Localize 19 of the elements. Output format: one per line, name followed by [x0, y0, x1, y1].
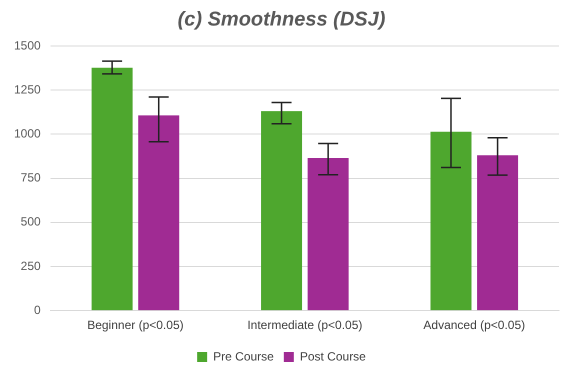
y-tick-label: 500 — [20, 214, 42, 229]
x-tick-label: Advanced (p<0.05) — [423, 318, 526, 332]
bar — [308, 158, 349, 310]
bar — [477, 155, 518, 310]
y-tick-label: 250 — [20, 258, 42, 273]
y-tick-label: 1500 — [14, 38, 42, 52]
chart-title: (c) Smoothness (DSJ) — [178, 8, 386, 31]
legend-label: Pre Course — [213, 349, 274, 364]
y-tick-label: 1000 — [14, 126, 42, 141]
x-tick-label: Beginner (p<0.05) — [87, 318, 184, 332]
x-tick-label: Intermediate (p<0.05) — [247, 318, 362, 332]
bar — [138, 115, 180, 310]
bar — [261, 111, 302, 310]
legend-label: Post Course — [300, 349, 366, 364]
bar — [92, 68, 133, 310]
y-tick-label: 0 — [34, 302, 42, 317]
bar — [430, 132, 472, 310]
y-tick-label: 750 — [20, 170, 42, 185]
y-tick-label: 1250 — [14, 82, 42, 96]
